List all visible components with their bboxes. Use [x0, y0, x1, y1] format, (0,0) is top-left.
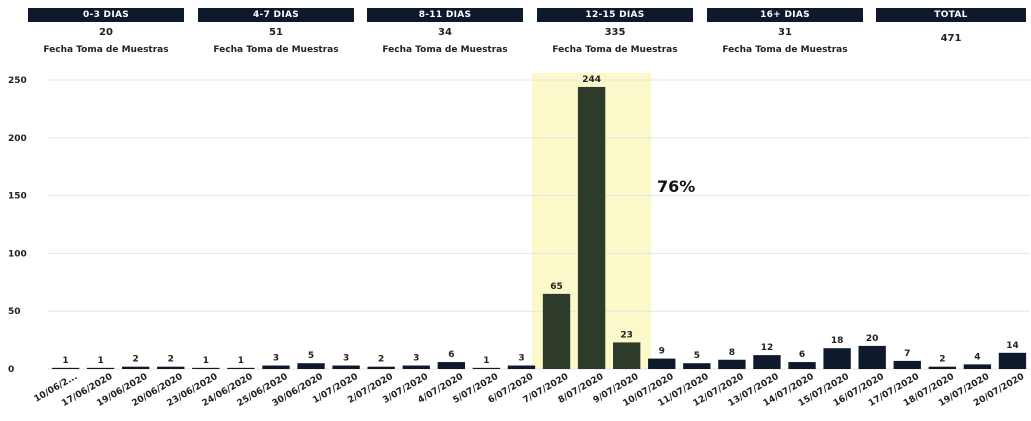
bar	[51, 367, 80, 369]
card-total: TOTAL 471	[876, 8, 1026, 44]
data-label: 3	[518, 354, 524, 364]
y-tick-label: 150	[8, 192, 27, 202]
data-label: 6	[448, 350, 454, 360]
data-label: 65	[550, 282, 563, 292]
bar	[998, 352, 1027, 369]
bar	[893, 360, 921, 369]
card-title: 0-3 DIAS	[28, 8, 184, 22]
card-subtitle: Fecha Toma de Muestras	[43, 45, 169, 55]
data-label: 1	[238, 356, 244, 366]
bar	[823, 348, 851, 369]
card-value: 335	[604, 27, 626, 38]
data-label: 3	[343, 354, 349, 364]
data-label: 244	[582, 75, 601, 85]
card-8-11-dias: 8-11 DIAS 34 Fecha Toma de Muestras	[367, 8, 523, 55]
data-label: 2	[378, 355, 384, 365]
bar	[507, 365, 536, 369]
y-tick-label: 100	[8, 249, 27, 259]
bar	[192, 367, 220, 369]
card-subtitle: Fecha Toma de Muestras	[722, 45, 848, 55]
y-tick-label: 0	[8, 365, 14, 375]
card-value: 51	[269, 27, 283, 38]
data-label: 2	[939, 355, 945, 365]
card-12-15-dias: 12-15 DIAS 335 Fecha Toma de Muestras	[537, 8, 693, 55]
card-title: 8-11 DIAS	[367, 8, 523, 22]
data-label: 4	[974, 352, 980, 362]
data-label: 18	[831, 336, 844, 346]
card-value: 20	[99, 27, 113, 38]
bar	[963, 364, 992, 369]
bar	[718, 359, 746, 369]
data-label: 8	[729, 348, 735, 358]
card-title: TOTAL	[876, 8, 1026, 22]
y-tick-label: 200	[8, 134, 27, 144]
bar	[367, 366, 395, 369]
bar	[227, 367, 255, 369]
bar	[122, 366, 150, 369]
data-label: 3	[413, 354, 419, 364]
bars	[51, 86, 1027, 369]
data-label: 2	[168, 355, 174, 365]
card-value: 31	[778, 27, 792, 38]
bar	[86, 367, 115, 369]
card-subtitle: Fecha Toma de Muestras	[552, 45, 678, 55]
bar	[402, 365, 430, 369]
data-label: 6	[799, 350, 805, 360]
bar	[683, 363, 711, 369]
card-value: 34	[438, 27, 452, 38]
card-subtitle: Fecha Toma de Muestras	[382, 45, 508, 55]
card-4-7-dias: 4-7 DIAS 51 Fecha Toma de Muestras	[198, 8, 354, 55]
data-label: 7	[904, 349, 910, 359]
bar	[472, 367, 501, 369]
bar	[297, 363, 325, 369]
y-tick-label: 50	[8, 307, 21, 317]
card-title: 16+ DIAS	[707, 8, 863, 22]
bar	[577, 86, 606, 369]
data-label: 5	[308, 351, 314, 361]
data-label: 3	[273, 354, 279, 364]
data-label: 1	[97, 356, 103, 366]
data-label: 23	[620, 330, 633, 340]
data-label: 1	[483, 356, 489, 366]
percentage-annotation: 76%	[657, 177, 695, 196]
data-label: 9	[659, 347, 665, 357]
bar	[157, 366, 185, 369]
card-title: 12-15 DIAS	[537, 8, 693, 22]
card-0-3-dias: 0-3 DIAS 20 Fecha Toma de Muestras	[28, 8, 184, 55]
bar	[437, 362, 465, 369]
data-label: 1	[203, 356, 209, 366]
data-label: 2	[133, 355, 139, 365]
card-title: 4-7 DIAS	[198, 8, 354, 22]
data-label: 12	[761, 343, 774, 353]
card-value: 471	[940, 33, 962, 44]
card-subtitle: Fecha Toma de Muestras	[213, 45, 339, 55]
x-axis: 10/06/2...17/06/202019/06/202020/06/2020…	[33, 372, 1027, 409]
bar	[332, 365, 360, 369]
bar	[858, 345, 886, 369]
bar	[928, 366, 956, 369]
y-tick-label: 250	[8, 76, 27, 86]
data-label: 1	[62, 356, 68, 366]
data-label: 20	[866, 334, 879, 344]
y-axis: 0 50 100 150 200 250	[8, 76, 27, 375]
card-16-plus-dias: 16+ DIAS 31 Fecha Toma de Muestras	[707, 8, 863, 55]
bar	[542, 293, 571, 369]
bar	[648, 358, 676, 369]
bar	[753, 355, 781, 369]
bar	[788, 362, 816, 369]
data-label: 14	[1006, 341, 1019, 351]
data-label: 5	[694, 351, 700, 361]
bar	[613, 342, 641, 369]
bar	[262, 365, 290, 369]
